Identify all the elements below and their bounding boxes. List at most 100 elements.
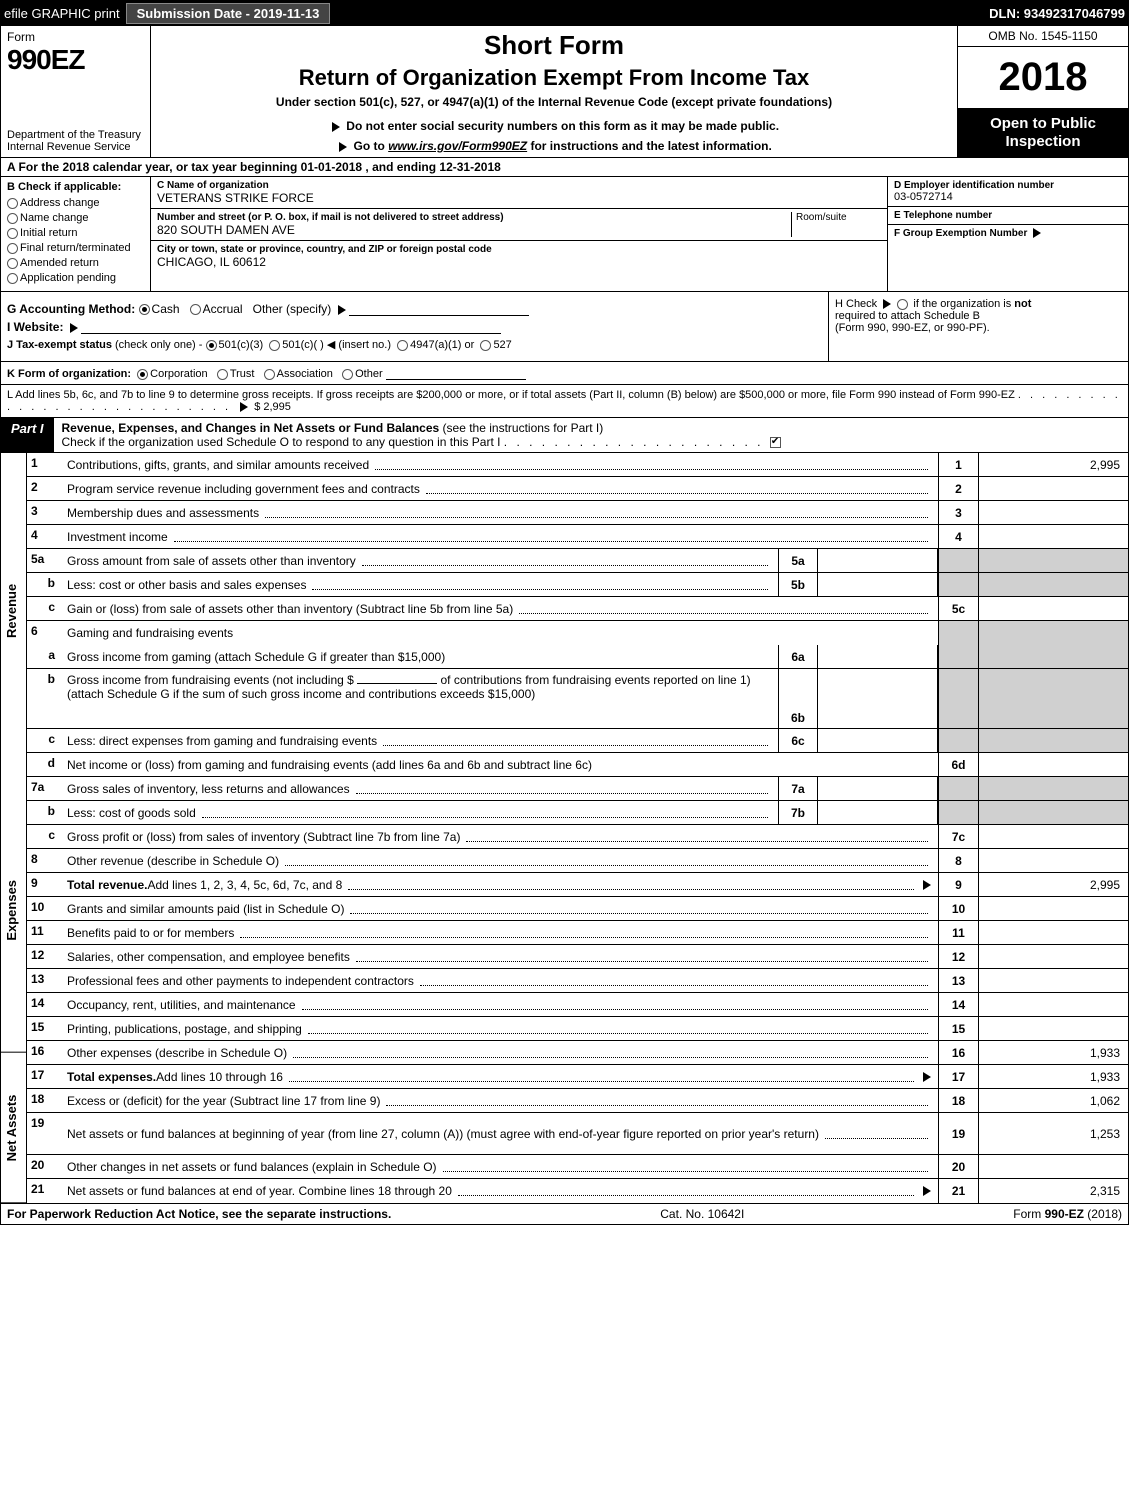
j-label: J Tax-exempt status — [7, 339, 112, 351]
section-c: C Name of organization VETERANS STRIKE F… — [151, 177, 888, 291]
info-grid: B Check if applicable: Address change Na… — [0, 177, 1129, 292]
l-text: L Add lines 5b, 6c, and 7b to line 9 to … — [7, 389, 1015, 401]
omb-number: OMB No. 1545-1150 — [958, 26, 1128, 47]
val-7a — [818, 777, 938, 800]
ssn-notice-text: Do not enter social security numbers on … — [346, 119, 779, 133]
val-21: 2,315 — [978, 1179, 1128, 1203]
part1-header: Part I Revenue, Expenses, and Changes in… — [0, 418, 1129, 453]
submission-date-button[interactable]: Submission Date - 2019-11-13 — [126, 3, 331, 24]
radio-501c3[interactable] — [206, 340, 217, 351]
k-label: K Form of organization: — [7, 368, 131, 380]
org-addr-label: Number and street (or P. O. box, if mail… — [157, 212, 791, 223]
tab-netassets: Net Assets — [1, 1053, 26, 1203]
check-name-change[interactable]: Name change — [7, 212, 144, 224]
radio-corp[interactable] — [137, 369, 148, 380]
radio-trust[interactable] — [217, 369, 228, 380]
h-text-a: H Check — [835, 298, 880, 310]
gh-row: G Accounting Method: Cash Accrual Other … — [0, 292, 1129, 362]
val-9: 2,995 — [978, 873, 1128, 896]
row-5a: 5a Gross amount from sale of assets othe… — [27, 549, 1128, 573]
val-6c — [818, 729, 938, 752]
ein-cell: D Employer identification number 03-0572… — [888, 177, 1128, 207]
tax-period-row: A For the 2018 calendar year, or tax yea… — [0, 158, 1129, 177]
tax-year: 2018 — [958, 47, 1128, 109]
val-6d — [978, 753, 1128, 776]
efile-label: efile GRAPHIC print — [4, 6, 120, 21]
room-suite-label: Room/suite — [791, 212, 881, 237]
goto-suffix: for instructions and the latest informat… — [527, 139, 772, 153]
group-exemption-cell: F Group Exemption Number — [888, 225, 1128, 291]
footer-left: For Paperwork Reduction Act Notice, see … — [7, 1207, 391, 1221]
dln-label: DLN: 93492317046799 — [989, 6, 1125, 21]
org-name-value: VETERANS STRIKE FORCE — [157, 191, 881, 205]
section-b: B Check if applicable: Address change Na… — [1, 177, 151, 291]
accounting-method-line: G Accounting Method: Cash Accrual Other … — [7, 302, 822, 316]
h-line2: required to attach Schedule B — [835, 310, 980, 322]
row-1: 1 Contributions, gifts, grants, and simi… — [27, 453, 1128, 477]
phone-label: E Telephone number — [894, 210, 1122, 221]
val-12 — [978, 945, 1128, 968]
val-1: 2,995 — [978, 453, 1128, 476]
row-5b: b Less: cost or other basis and sales ex… — [27, 573, 1128, 597]
val-20 — [978, 1155, 1128, 1178]
short-form-title: Short Form — [161, 30, 947, 61]
check-initial-return[interactable]: Initial return — [7, 227, 144, 239]
check-schedule-o[interactable] — [770, 437, 781, 448]
dept-treasury: Department of the Treasury Internal Reve… — [7, 129, 144, 153]
i-label: I Website: — [7, 320, 63, 334]
arrow-icon — [1033, 228, 1041, 238]
radio-4947[interactable] — [397, 340, 408, 351]
radio-501c[interactable] — [269, 340, 280, 351]
row-7c: c Gross profit or (loss) from sales of i… — [27, 825, 1128, 849]
org-city-value: CHICAGO, IL 60612 — [157, 255, 881, 269]
check-final-return[interactable]: Final return/terminated — [7, 242, 144, 254]
org-city-row: City or town, state or province, country… — [151, 241, 887, 272]
val-11 — [978, 921, 1128, 944]
gh-left: G Accounting Method: Cash Accrual Other … — [1, 292, 828, 361]
efile-topbar: efile GRAPHIC print Submission Date - 20… — [0, 0, 1129, 26]
tax-exempt-line: J Tax-exempt status (check only one) - 5… — [7, 338, 822, 351]
val-15 — [978, 1017, 1128, 1040]
topbar-left: efile GRAPHIC print Submission Date - 20… — [4, 3, 330, 24]
radio-accrual[interactable] — [190, 304, 201, 315]
check-amended-return[interactable]: Amended return — [7, 257, 144, 269]
check-application-pending[interactable]: Application pending — [7, 272, 144, 284]
row-7a: 7a Gross sales of inventory, less return… — [27, 777, 1128, 801]
arrow-icon — [339, 142, 347, 152]
arrow-icon — [338, 305, 346, 315]
open-public-badge: Open to Public Inspection — [958, 109, 1128, 157]
check-address-change[interactable]: Address change — [7, 197, 144, 209]
part1-label: Part I — [1, 418, 54, 452]
row-17: 17 Total expenses. Add lines 10 through … — [27, 1065, 1128, 1089]
goto-link[interactable]: www.irs.gov/Form990EZ — [388, 139, 527, 153]
rows-column: 1 Contributions, gifts, grants, and simi… — [27, 453, 1128, 1203]
arrow-icon — [923, 880, 931, 890]
g-label: G Accounting Method: — [7, 302, 135, 316]
val-2 — [978, 477, 1128, 500]
row-9: 9 Total revenue. Add lines 1, 2, 3, 4, 5… — [27, 873, 1128, 897]
val-13 — [978, 969, 1128, 992]
tab-revenue: Revenue — [1, 453, 26, 769]
row-3: 3 Membership dues and assessments 3 — [27, 501, 1128, 525]
l-amount: $ 2,995 — [254, 401, 291, 413]
ein-value: 03-0572714 — [894, 191, 1122, 203]
row-14: 14 Occupancy, rent, utilities, and maint… — [27, 993, 1128, 1017]
org-city-label: City or town, state or province, country… — [157, 244, 881, 255]
part1-title: Revenue, Expenses, and Changes in Net As… — [54, 418, 1128, 452]
radio-h[interactable] — [897, 299, 908, 310]
radio-assoc[interactable] — [264, 369, 275, 380]
k-other-input[interactable] — [386, 366, 526, 380]
row-15: 15 Printing, publications, postage, and … — [27, 1017, 1128, 1041]
form-header-center: Short Form Return of Organization Exempt… — [151, 26, 958, 157]
website-input[interactable] — [81, 320, 501, 334]
radio-other[interactable] — [342, 369, 353, 380]
val-19: 1,253 — [978, 1113, 1128, 1154]
row-6c: c Less: direct expenses from gaming and … — [27, 729, 1128, 753]
radio-527[interactable] — [480, 340, 491, 351]
h-text-b: if the organization is — [913, 298, 1014, 310]
section-d: D Employer identification number 03-0572… — [888, 177, 1128, 291]
radio-cash[interactable] — [139, 304, 150, 315]
org-addr-value: 820 SOUTH DAMEN AVE — [157, 223, 791, 237]
period-begin: 01-01-2018 — [301, 160, 362, 174]
other-specify-input[interactable] — [349, 302, 529, 316]
